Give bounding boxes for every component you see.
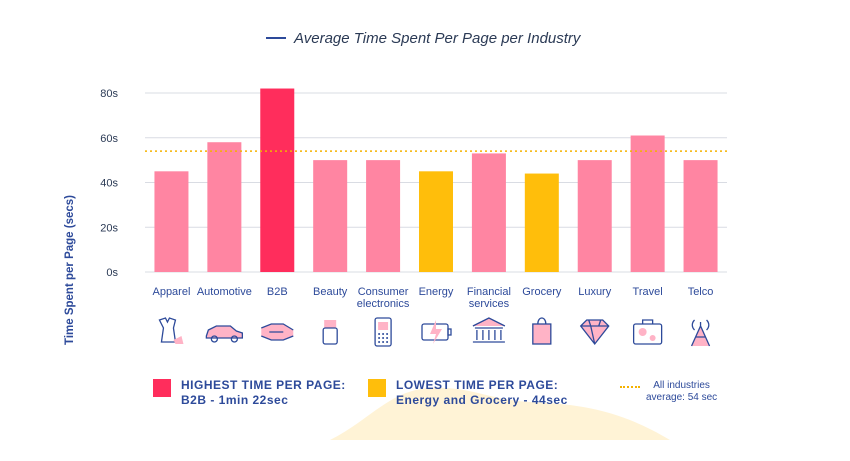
bar <box>524 173 559 272</box>
bar <box>577 160 612 272</box>
legend-average-swatch <box>620 386 640 388</box>
y-tick-label: 80s <box>100 88 118 100</box>
bar <box>313 160 348 272</box>
phone-icon <box>374 317 392 347</box>
bar <box>630 135 665 272</box>
x-tick-label: Energy <box>419 286 454 298</box>
legend-highest: HIGHEST TIME PER PAGE: B2B - 1min 22sec <box>153 378 346 408</box>
x-tick-label: Grocery <box>522 286 562 298</box>
y-tick-label: 20s <box>100 222 118 234</box>
x-tick-label: Financial services <box>467 286 511 310</box>
y-tick-label: 40s <box>100 178 118 190</box>
x-tick-label: Automotive <box>197 286 252 298</box>
y-tick-label: 0s <box>106 267 118 279</box>
x-tick-label: Telco <box>688 286 714 298</box>
x-tick-label: Apparel <box>152 286 190 298</box>
decorative-blob <box>330 380 690 445</box>
shopping-bag-icon <box>532 317 552 345</box>
bar <box>207 142 242 272</box>
car-icon <box>205 325 244 343</box>
x-tick-label: Consumer electronics <box>357 286 410 310</box>
antenna-icon <box>690 319 711 347</box>
x-tick-label: Luxury <box>578 286 612 298</box>
bar <box>471 153 506 272</box>
suitcase-icon <box>632 319 663 345</box>
bar <box>419 171 453 272</box>
x-tick-label: Travel <box>633 286 663 298</box>
bar <box>154 171 189 272</box>
diamond-icon <box>579 319 610 346</box>
legend-average-line1: All industries <box>653 380 710 391</box>
legend-lowest-title: LOWEST TIME PER PAGE: <box>396 378 559 392</box>
legend-average-line2: average: 54 sec <box>646 392 718 403</box>
y-tick-label: 60s <box>100 133 118 145</box>
handshake-icon <box>261 323 294 341</box>
battery-icon <box>421 320 452 344</box>
legend-line-swatch <box>266 37 286 39</box>
cosmetics-icon <box>322 320 338 345</box>
legend-lowest-detail: Energy and Grocery - 44sec <box>396 393 568 407</box>
bar <box>683 160 718 272</box>
x-tick-label: Beauty <box>313 286 348 298</box>
legend-highest-detail: B2B - 1min 22sec <box>181 393 289 407</box>
legend-lowest: LOWEST TIME PER PAGE: Energy and Grocery… <box>368 378 568 408</box>
legend-lowest-swatch <box>368 379 386 397</box>
bank-icon <box>472 317 506 343</box>
bar <box>366 160 401 272</box>
dress-heel-icon <box>158 317 184 344</box>
x-tick-label: B2B <box>267 286 288 298</box>
legend-highest-title: HIGHEST TIME PER PAGE: <box>181 378 346 392</box>
legend-average: All industries average: 54 sec <box>620 380 717 404</box>
legend-highest-swatch <box>153 379 171 397</box>
chart-title: Average Time Spent Per Page per Industry <box>294 29 581 47</box>
bar <box>260 88 295 273</box>
chart-legend-title: Average Time Spent Per Page per Industry <box>266 28 580 48</box>
